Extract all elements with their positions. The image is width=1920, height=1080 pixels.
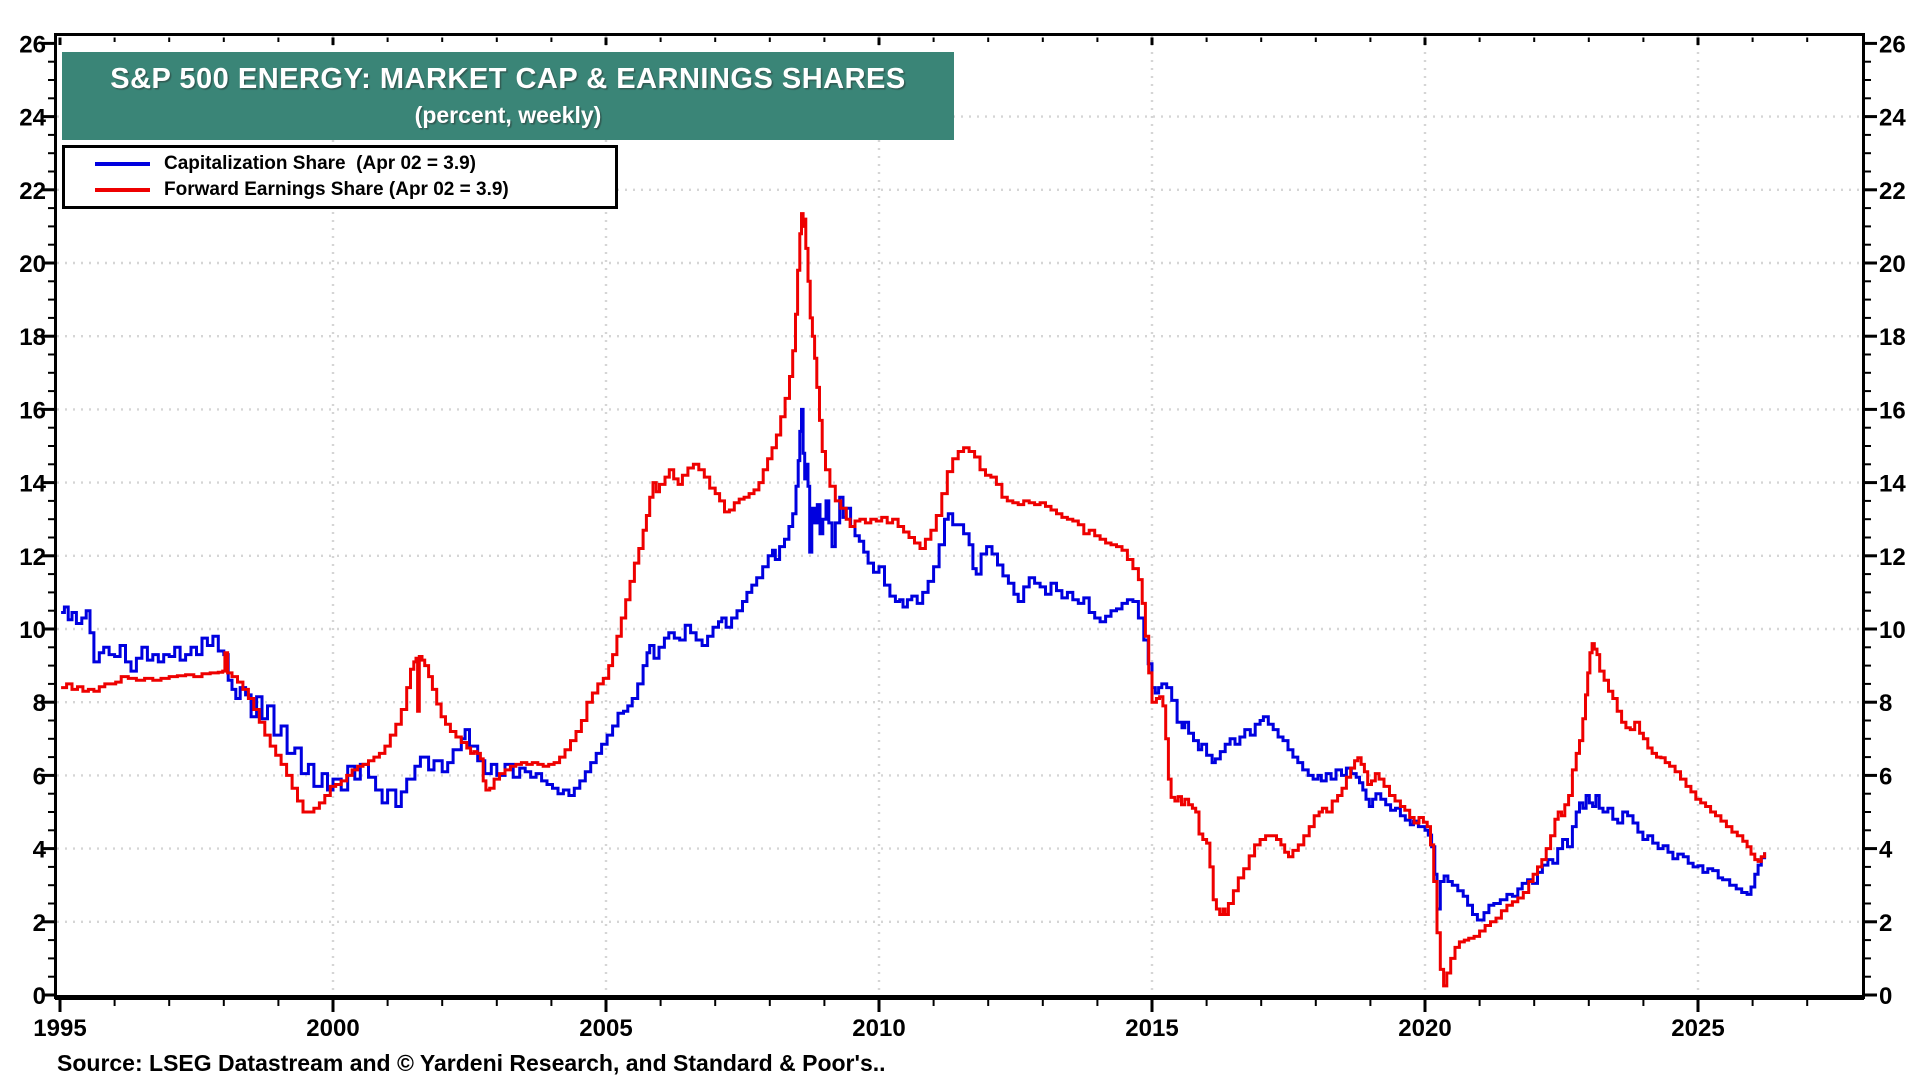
y-axis-tick-label-left: 2	[33, 910, 46, 937]
y-axis-tick-label-left: 20	[19, 251, 46, 278]
y-axis-tick-label-left: 6	[33, 763, 46, 790]
y-axis-tick-label-left: 16	[19, 397, 46, 424]
y-axis-tick-label-left: 10	[19, 617, 46, 644]
capitalization-share-swatch	[95, 161, 150, 166]
x-axis-tick-label: 2015	[1125, 1015, 1178, 1042]
y-axis-tick-label-left: 12	[19, 544, 46, 571]
y-axis-tick-label-left: 22	[19, 178, 46, 205]
y-axis-tick-label-left: 0	[33, 983, 46, 1010]
y-axis-tick-label-right: 8	[1879, 690, 1892, 717]
y-axis-tick-label-left: 26	[19, 31, 46, 58]
x-axis-tick-label: 2020	[1398, 1015, 1451, 1042]
y-axis-tick-label-right: 24	[1879, 105, 1906, 132]
y-axis-tick-label-right: 0	[1879, 983, 1892, 1010]
legend-label: Capitalization Share (Apr 02 = 3.9)	[164, 152, 477, 174]
y-axis-tick-label-right: 26	[1879, 31, 1906, 58]
y-axis-tick-label-left: 8	[33, 690, 46, 717]
y-axis-tick-label-right: 18	[1879, 324, 1906, 351]
x-axis-tick-label: 1995	[33, 1015, 86, 1042]
chart-subtitle: (percent, weekly)	[414, 102, 602, 128]
chart-title: S&P 500 ENERGY: MARKET CAP & EARNINGS SH…	[110, 63, 906, 95]
y-axis-tick-label-right: 16	[1879, 397, 1906, 424]
y-axis-tick-label-right: 4	[1879, 837, 1893, 864]
y-axis-tick-label-right: 2	[1879, 910, 1892, 937]
y-axis-tick-label-left: 18	[19, 324, 46, 351]
y-axis-tick-label-right: 22	[1879, 178, 1906, 205]
legend-box: Capitalization Share (Apr 02 = 3.9) Forw…	[62, 145, 618, 209]
source-note: Source: LSEG Datastream and © Yardeni Re…	[57, 1050, 886, 1076]
legend-item-capitalization-share: Capitalization Share (Apr 02 = 3.9)	[65, 153, 615, 175]
y-axis-tick-label-left: 14	[19, 471, 46, 498]
y-axis-tick-label-right: 12	[1879, 544, 1906, 571]
x-axis-tick-label: 2010	[852, 1015, 905, 1042]
x-axis-tick-label: 2025	[1671, 1015, 1724, 1042]
y-axis-tick-label-left: 24	[19, 105, 46, 132]
y-axis-tick-label-right: 20	[1879, 251, 1906, 278]
forward-earnings-share-swatch	[95, 188, 150, 193]
y-axis-tick-label-right: 6	[1879, 763, 1892, 790]
y-axis-tick-label-right: 10	[1879, 617, 1906, 644]
legend-item-forward-earnings-share: Forward Earnings Share (Apr 02 = 3.9)	[65, 179, 615, 201]
y-axis-tick-label-left: 4	[33, 837, 47, 864]
x-axis-tick-label: 2000	[306, 1015, 359, 1042]
legend-label: Forward Earnings Share (Apr 02 = 3.9)	[164, 179, 509, 201]
y-axis-tick-label-right: 14	[1879, 471, 1906, 498]
title-box: S&P 500 ENERGY: MARKET CAP & EARNINGS SH…	[62, 52, 954, 140]
forward-earnings-share-line	[61, 212, 1767, 988]
x-axis-tick-label: 2005	[579, 1015, 632, 1042]
capitalization-share-line	[61, 407, 1767, 922]
